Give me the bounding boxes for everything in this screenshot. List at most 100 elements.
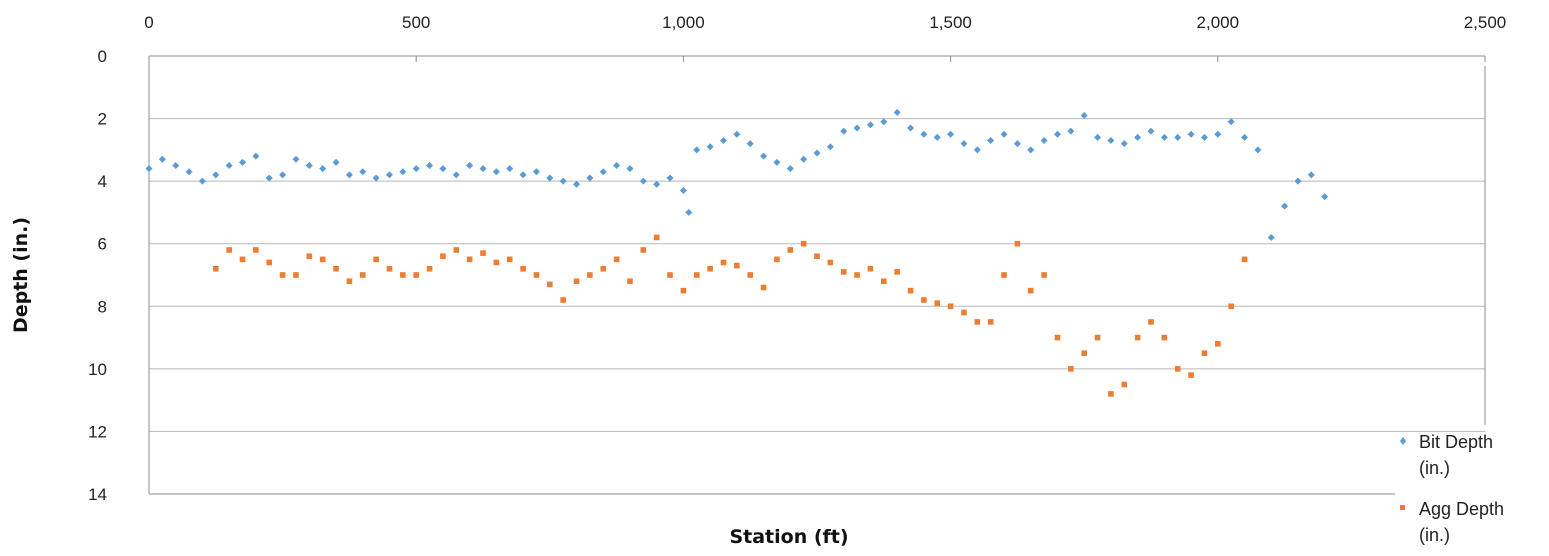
data-point <box>145 165 153 173</box>
legend: Bit Depth (in.) Agg Depth (in.) <box>1400 432 1504 545</box>
data-point <box>252 152 260 160</box>
data-point <box>279 272 286 278</box>
data-point <box>1321 193 1329 201</box>
data-point <box>1228 303 1234 310</box>
data-point <box>613 162 621 169</box>
data-point <box>599 168 607 176</box>
data-point <box>880 118 888 126</box>
data-point <box>627 278 633 285</box>
data-point <box>773 158 781 166</box>
data-point <box>533 272 540 278</box>
data-point <box>653 180 661 188</box>
data-point <box>400 272 406 278</box>
legend-item-bit-depth: Bit Depth (in.) <box>1400 432 1493 478</box>
x-tick-label: 2,000 <box>1197 13 1240 32</box>
x-tick-label: 1,000 <box>662 13 705 32</box>
data-point <box>305 162 313 169</box>
y-tick-label: 8 <box>98 297 107 316</box>
x-tick-label: 2,500 <box>1464 13 1507 32</box>
data-point <box>1200 133 1208 141</box>
data-point <box>345 171 353 179</box>
data-point <box>359 168 367 176</box>
data-point <box>854 272 860 278</box>
y-tick-label: 2 <box>98 110 107 129</box>
data-point <box>947 130 955 138</box>
data-point <box>506 165 514 173</box>
y-tick-label: 14 <box>88 485 107 504</box>
data-point <box>466 256 473 263</box>
data-point <box>813 149 821 157</box>
data-point <box>1120 140 1128 148</box>
data-point <box>907 287 914 294</box>
data-point <box>479 165 487 173</box>
data-point <box>1134 334 1141 341</box>
data-point <box>279 171 287 179</box>
data-point <box>212 171 220 179</box>
data-point <box>213 265 219 272</box>
data-point <box>1134 133 1142 141</box>
y-tick-label: 6 <box>98 235 107 254</box>
data-point <box>947 303 954 310</box>
x-tick-label: 500 <box>402 13 430 32</box>
data-point <box>961 309 967 316</box>
data-point <box>386 265 393 272</box>
data-point <box>372 174 380 182</box>
data-point <box>1001 272 1007 278</box>
data-point <box>1187 130 1195 138</box>
data-point <box>426 265 433 272</box>
data-point <box>1041 272 1047 278</box>
data-point <box>600 265 607 272</box>
data-point <box>1254 146 1262 154</box>
data-point <box>587 272 593 278</box>
data-point <box>934 300 941 306</box>
data-point <box>1160 133 1168 141</box>
data-point <box>786 165 794 173</box>
data-point <box>239 256 246 263</box>
data-point <box>707 265 713 272</box>
y-tick-label: 4 <box>98 172 107 191</box>
legend-label-bit-depth-line1: Bit Depth <box>1419 432 1493 452</box>
data-point <box>333 265 339 272</box>
legend-marker-bit-depth <box>1400 437 1406 445</box>
data-point <box>974 319 981 325</box>
data-point <box>921 297 927 303</box>
data-point <box>1040 136 1048 144</box>
data-point <box>480 250 486 256</box>
data-point <box>920 130 928 138</box>
data-point <box>1081 350 1087 357</box>
data-point <box>1267 233 1275 241</box>
data-point <box>933 133 941 141</box>
data-point <box>960 140 968 148</box>
data-point <box>1241 133 1249 141</box>
data-point <box>506 256 513 263</box>
data-point <box>292 155 300 163</box>
data-point <box>586 174 594 182</box>
data-point <box>760 284 767 291</box>
legend-label-agg-depth-line2: (in.) <box>1419 525 1450 545</box>
data-point <box>1215 341 1221 347</box>
series-0 <box>145 108 1329 241</box>
data-point <box>439 165 447 173</box>
data-point <box>1281 202 1289 210</box>
y-tick-label: 10 <box>88 360 107 379</box>
data-point <box>546 174 554 182</box>
data-point <box>1188 372 1194 378</box>
data-point <box>306 253 313 260</box>
data-point <box>1027 287 1034 294</box>
legend-label-agg-depth-line1: Agg Depth <box>1419 499 1504 519</box>
gridlines <box>149 118 1485 495</box>
data-point <box>747 272 753 278</box>
data-point <box>226 247 232 253</box>
data-point <box>907 124 915 132</box>
data-point <box>519 171 527 179</box>
data-point <box>1174 133 1182 141</box>
data-point <box>639 177 647 185</box>
data-point <box>734 262 740 269</box>
data-point <box>1108 391 1114 397</box>
data-point <box>800 240 807 247</box>
series-layer <box>145 108 1329 397</box>
data-point <box>493 259 500 266</box>
data-point <box>412 165 420 173</box>
x-tick-label: 0 <box>144 13 153 32</box>
